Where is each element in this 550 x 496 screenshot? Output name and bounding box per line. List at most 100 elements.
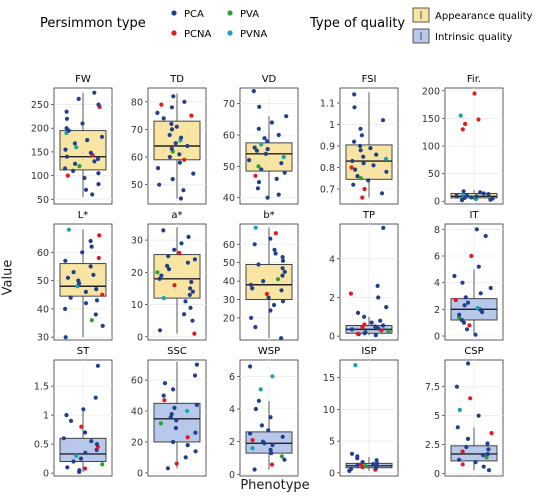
data-point-pca [182, 312, 187, 317]
data-point-pca [262, 136, 267, 141]
data-point-pva [484, 455, 489, 460]
data-point-pca [63, 335, 68, 340]
data-point-pca [454, 384, 459, 389]
data-point-pca [268, 236, 273, 241]
data-point-pca [353, 167, 358, 172]
data-point-pca [464, 327, 470, 332]
data-point-pcna [460, 449, 465, 454]
y-tick-label: 0 [229, 470, 235, 481]
data-point-pca [194, 362, 199, 367]
y-tick-label: 4 [329, 254, 335, 265]
y-tick-label: 0 [137, 468, 143, 479]
data-point-pcna [469, 253, 474, 259]
data-point-pca [352, 139, 357, 144]
data-point-pca [95, 156, 101, 162]
y-tick-label: 50 [428, 169, 440, 180]
data-point-pca [265, 195, 270, 200]
y-tick-label: 60 [223, 131, 235, 142]
data-point-pca [182, 99, 187, 104]
panel-title: FSI [362, 74, 377, 85]
data-point-pva [386, 329, 391, 334]
panel-csp: CSP 0 2.5 5 7.5 [425, 346, 504, 480]
data-point-pcna [250, 438, 255, 443]
data-point-pcna [355, 331, 360, 336]
data-point-pvna [259, 142, 264, 147]
data-point-pca [251, 89, 256, 94]
data-point-pvna [458, 113, 463, 118]
y-tick-label: 70 [131, 125, 143, 136]
data-point-pva [77, 164, 82, 169]
data-point-pca [280, 299, 286, 304]
box-iqr [59, 263, 107, 297]
data-point-pca [248, 431, 253, 436]
legend-label-pva: PVA [240, 9, 259, 20]
data-point-pca [92, 90, 97, 95]
panel-title: IT [469, 210, 479, 221]
legend-dot-pcna [171, 30, 177, 36]
panel-title: b* [263, 210, 274, 221]
data-point-pca [478, 291, 483, 296]
y-tick-label: 50 [223, 162, 235, 173]
data-point-pcna [379, 328, 384, 333]
y-tick-label: 100 [31, 171, 49, 182]
legend-label-pca: PCA [184, 9, 204, 20]
data-point-pca [63, 147, 68, 152]
data-point-pcna [349, 165, 354, 170]
data-point-pca [274, 176, 279, 181]
y-tick-label: 2 [434, 305, 440, 316]
data-point-pca [190, 318, 195, 323]
data-point-pca [157, 276, 162, 281]
data-point-pca [173, 141, 178, 146]
data-point-pcna [476, 117, 481, 122]
data-point-pcna [177, 250, 182, 256]
data-point-pvna [383, 156, 389, 161]
data-point-pca [371, 461, 376, 467]
data-point-pca [280, 266, 285, 271]
data-point-pca [252, 145, 257, 150]
data-point-pca [188, 305, 193, 310]
data-point-pvna [74, 453, 79, 458]
y-tick-label: 2 [329, 293, 335, 304]
x-axis-label: Phenotype [240, 478, 310, 493]
data-point-pca [253, 325, 258, 330]
data-point-pcna [468, 396, 473, 401]
data-point-pca [352, 92, 357, 97]
panel-l: L* 30 40 50 60 [37, 210, 113, 344]
data-point-pca [73, 161, 78, 166]
y-tick-label: 30 [131, 236, 143, 247]
data-point-pca [64, 116, 70, 121]
data-point-pca [161, 116, 166, 121]
legend-type-title: Persimmon type [40, 16, 146, 31]
data-point-pca [248, 364, 253, 369]
data-point-pca [476, 413, 481, 418]
data-point-pca [88, 264, 93, 269]
data-point-pca [190, 289, 195, 294]
data-point-pcna [192, 331, 197, 336]
legend-dot-pca [171, 10, 177, 16]
data-point-pcna [97, 233, 102, 238]
y-tick-label: 0.5 [34, 440, 49, 451]
panel-title: Fir. [467, 74, 481, 85]
y-tick-label: 150 [422, 114, 440, 125]
data-point-pca [71, 459, 76, 464]
data-point-pca [351, 182, 356, 187]
data-point-pca [155, 110, 160, 115]
data-point-pca [474, 194, 479, 199]
data-point-pca [455, 425, 460, 430]
data-point-pca [189, 279, 194, 285]
data-point-pca [374, 458, 379, 463]
data-point-pca [361, 161, 366, 166]
data-point-pca [376, 295, 381, 300]
data-point-pca [181, 188, 186, 193]
data-point-pca [155, 166, 161, 171]
y-tick-label: 60 [223, 240, 235, 251]
data-point-pca [170, 177, 175, 182]
data-point-pva [358, 176, 364, 181]
data-point-pca [348, 466, 354, 472]
data-point-pca [454, 193, 459, 198]
data-point-pca [165, 263, 170, 268]
data-point-pca [88, 238, 93, 244]
data-point-pva [155, 270, 160, 275]
data-point-pca [185, 143, 190, 149]
data-point-pca [463, 295, 468, 300]
